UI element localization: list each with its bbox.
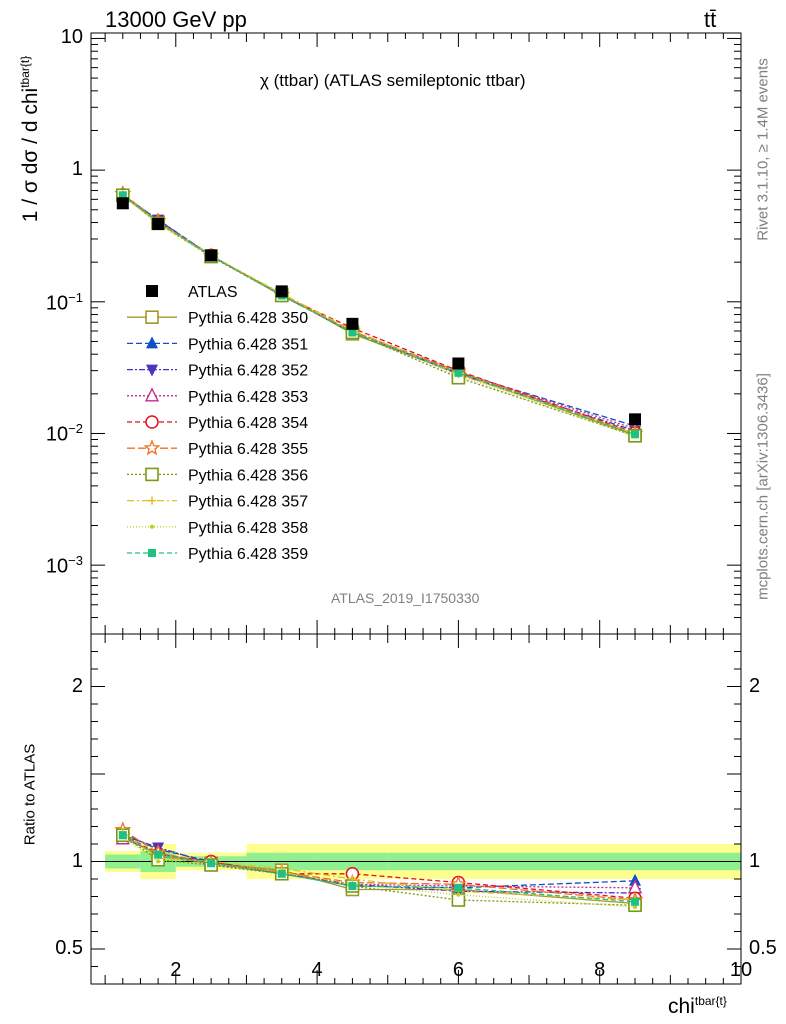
data-point-5 xyxy=(452,357,465,370)
ratio-y-tick-label-l-0: 0.5 xyxy=(55,937,83,959)
top-ylabel-main: 1 / σ dσ / d chi xyxy=(19,87,42,223)
legend-entry-3: Pythia 6.428 352 xyxy=(127,363,308,380)
top-y-tick-label-2: 10−1 xyxy=(45,289,83,315)
legend-marker-4 xyxy=(144,387,160,402)
data-point-1 xyxy=(152,217,165,230)
top-point-s9-4 xyxy=(348,328,357,337)
ratio-point-s9-5 xyxy=(454,883,463,892)
top-y-tick-label-3: 10−2 xyxy=(45,421,83,447)
x-tick-label-0: 2 xyxy=(170,959,182,981)
ratio-point-s9-4 xyxy=(348,882,357,890)
ratio-frame xyxy=(90,633,742,985)
legend-label-9: Pythia 6.428 358 xyxy=(188,520,308,537)
x-tick-label-4: 10 xyxy=(729,959,753,981)
legend-entry-9: Pythia 6.428 358 xyxy=(127,520,308,537)
ratio-point-s8-5 xyxy=(456,892,461,897)
ratio-point-s9-1 xyxy=(154,850,163,859)
legend-label-7: Pythia 6.428 356 xyxy=(188,467,308,484)
ratio-y-tick-label-r-2: 2 xyxy=(749,674,761,697)
data-point-4 xyxy=(346,317,359,330)
legend-marker-3 xyxy=(146,364,158,377)
ratio-point-s9-6 xyxy=(631,897,640,906)
process-label: tt̄ xyxy=(704,7,717,32)
x-axis-label-sup: tbar{t} xyxy=(694,994,727,1008)
legend-marker-0 xyxy=(146,285,158,297)
legend-marker-8 xyxy=(148,496,156,505)
legend-marker-6 xyxy=(143,439,161,456)
legend-label-2: Pythia 6.428 351 xyxy=(188,336,308,353)
legend-label-0: ATLAS xyxy=(188,284,238,301)
x-axis-label: chitbar{t} xyxy=(668,995,727,1017)
legend-label-1: Pythia 6.428 350 xyxy=(188,310,308,327)
legend-label-6: Pythia 6.428 355 xyxy=(188,441,308,458)
top-ylabel-sup: tbar{t} xyxy=(18,55,32,88)
legend-entry-2: Pythia 6.428 351 xyxy=(127,336,308,353)
plot-title: χ (ttbar) (ATLAS semileptonic ttbar) xyxy=(260,71,526,90)
top-y-tick-label-4: 10−3 xyxy=(45,553,83,578)
uncertainty-bands xyxy=(91,844,741,879)
ratio-y-tick-label-l-1: 1 xyxy=(71,849,83,872)
legend-marker-7 xyxy=(145,467,159,482)
legend-label-3: Pythia 6.428 352 xyxy=(188,363,308,380)
ratio-point-s7-4 xyxy=(348,875,357,883)
legend-marker-9 xyxy=(150,524,154,529)
legend-marker-5 xyxy=(145,415,159,429)
ratio-y-tick-label-r-0: 0.5 xyxy=(749,937,777,959)
legend-entry-8: Pythia 6.428 357 xyxy=(127,494,308,511)
ratio-y-tick-label-l-2: 2 xyxy=(71,674,83,697)
legend-marker-1 xyxy=(145,310,159,325)
x-tick-label-1: 4 xyxy=(311,959,323,981)
data-point-3 xyxy=(275,285,288,298)
top-y-tick-label-0: 10 xyxy=(60,26,83,49)
top-point-s9-6 xyxy=(631,430,640,439)
legend-label-4: Pythia 6.428 353 xyxy=(188,389,308,406)
legend-entry-4: Pythia 6.428 353 xyxy=(127,387,308,406)
data-point-2 xyxy=(205,249,218,262)
ratio-point-s9-0 xyxy=(118,831,127,840)
x-tick-label-3: 8 xyxy=(594,959,606,981)
ratio-series xyxy=(114,821,644,913)
ratio-y-tick-label-r-1: 1 xyxy=(749,849,761,872)
legend-marker-10 xyxy=(148,549,156,557)
legend-label-5: Pythia 6.428 354 xyxy=(188,415,308,432)
energy-label: 13000 GeV pp xyxy=(105,7,247,32)
analysis-label: ATLAS_2019_I1750330 xyxy=(331,590,480,606)
legend-entry-7: Pythia 6.428 356 xyxy=(127,467,308,484)
legend-label-8: Pythia 6.428 357 xyxy=(188,494,308,511)
data-points xyxy=(116,197,642,426)
legend-entry-1: Pythia 6.428 350 xyxy=(127,310,308,327)
data-point-6 xyxy=(629,413,642,426)
legend-label-10: Pythia 6.428 359 xyxy=(188,546,308,563)
top-point-s9-5 xyxy=(454,368,463,377)
ratio-point-s9-3 xyxy=(277,869,286,878)
x-tick-label-2: 6 xyxy=(452,959,464,981)
legend: ATLAS Pythia 6.428 350 Pythia 6.428 351 Pyt… xyxy=(127,284,308,563)
legend-entry-5: Pythia 6.428 354 xyxy=(127,415,308,432)
legend-entry-6: Pythia 6.428 355 xyxy=(127,439,308,458)
x-axis-label-main: chi xyxy=(668,995,695,1018)
legend-entry-10: Pythia 6.428 359 xyxy=(127,546,308,563)
axes xyxy=(90,32,742,985)
legend-entry-0: ATLAS xyxy=(146,284,238,301)
data-point-0 xyxy=(116,197,129,210)
top-y-tick-label-1: 1 xyxy=(71,158,83,181)
legend-marker-2 xyxy=(146,336,158,349)
top-frame xyxy=(90,32,742,635)
ratio-point-s8-1 xyxy=(156,859,161,864)
ratio-point-s9-2 xyxy=(207,859,216,868)
top-point-s9-0 xyxy=(118,191,127,200)
ratio-point-s8-6 xyxy=(633,905,638,909)
